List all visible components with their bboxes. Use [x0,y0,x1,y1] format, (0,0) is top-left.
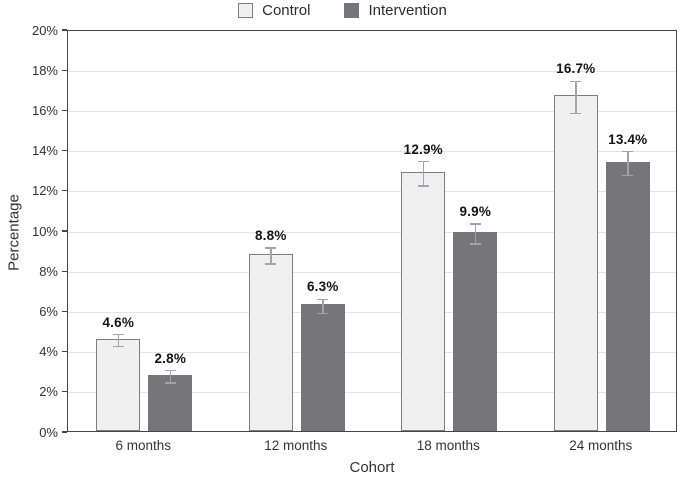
gridline [68,110,676,112]
y-tick-mark [62,270,67,272]
error-bar-cap [469,243,481,245]
error-bar-cap [112,333,124,336]
value-label: 9.9% [459,203,492,219]
x-tick-label: 6 months [115,438,172,453]
x-tick-label: 18 months [416,438,480,453]
y-tick-label: 20% [31,22,58,38]
x-tick-label: 24 months [569,438,633,453]
y-tick-label: 2% [39,384,58,400]
y-tick-mark [62,351,67,353]
y-tick-mark [62,230,67,232]
value-label: 8.8% [254,228,287,244]
error-bar [575,81,577,114]
y-tick-label: 8% [39,263,58,279]
y-tick-label: 14% [31,143,58,159]
value-label: 6.3% [306,279,339,295]
value-label: 12.9% [403,141,443,157]
error-bar [270,248,272,265]
legend-item-control: Control [238,2,310,19]
bar-intervention-18-months [453,232,498,431]
error-bar [627,151,629,176]
y-tick-mark [62,109,67,111]
y-tick-mark [62,69,67,71]
y-tick-mark [62,391,67,393]
error-bar [322,299,324,314]
error-bar-cap [265,247,277,249]
plot-area: 4.6% 2.8% 8.8% 6.3% 12.9% 9.9% 16.7% 13.4% [67,30,677,432]
error-bar-cap [469,223,481,225]
bar-control-6-months [96,338,141,431]
gridline [68,191,676,193]
error-bar-cap [317,312,329,315]
y-tick-label: 12% [31,183,58,199]
gridline [68,151,676,153]
error-bar-cap [164,369,176,372]
error-bar-cap [317,298,329,301]
y-tick-label: 6% [39,303,58,319]
y-tick-mark [62,431,67,433]
error-bar [422,161,424,186]
gridline [68,311,676,313]
gridline [68,271,676,273]
error-bar-cap [622,150,634,153]
bar-intervention-6-months [148,374,193,431]
error-bar-cap [417,185,429,187]
error-bar-cap [112,345,124,348]
gridline [68,352,676,354]
error-bar [169,370,171,383]
y-tick-mark [62,310,67,312]
error-bar [117,334,119,347]
chart-legend: Control Intervention [0,2,685,19]
x-tick-label: 12 months [264,438,328,453]
bar-intervention-24-months [605,161,650,431]
x-axis-title: Cohort [349,459,395,476]
y-tick-mark [62,150,67,152]
y-tick-mark [62,29,67,31]
y-tick-label: 4% [39,344,58,360]
y-tick-label: 18% [31,62,58,78]
gridline [68,231,676,233]
bar-control-24-months [553,95,598,431]
value-label: 16.7% [556,61,596,77]
error-bar [474,223,476,245]
legend-swatch-intervention-icon [344,3,360,18]
y-tick-label: 16% [31,102,58,118]
value-label: 2.8% [154,350,187,366]
error-bar-cap [265,263,277,265]
error-bar-cap [622,174,634,177]
y-tick-mark [62,190,67,192]
error-bar-cap [570,80,582,82]
y-tick-label: 0% [39,424,58,440]
gridline [68,70,676,72]
error-bar-cap [164,382,176,384]
error-bar-cap [417,160,429,163]
y-tick-label: 10% [31,223,58,239]
legend-label: Control [262,2,311,19]
bar-intervention-12-months [300,304,345,431]
error-bar-cap [570,112,582,115]
gridline [68,392,676,394]
legend-swatch-control-icon [238,3,254,18]
value-label: 4.6% [102,314,135,330]
legend-item-intervention: Intervention [344,2,447,19]
value-label: 13.4% [608,131,648,147]
bar-control-18-months [401,171,446,431]
legend-label: Intervention [368,2,447,19]
